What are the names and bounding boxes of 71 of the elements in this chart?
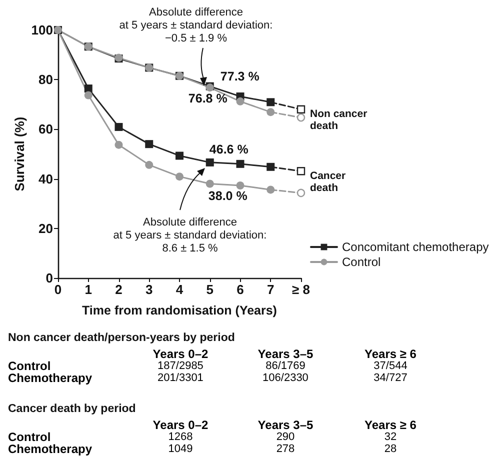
y-tick-label: 60 <box>38 122 53 137</box>
point <box>206 158 214 166</box>
point <box>236 182 244 190</box>
x-tick-label: 6 <box>236 282 244 297</box>
y-tick-label: 20 <box>38 220 53 236</box>
point <box>296 167 306 176</box>
point <box>296 113 306 122</box>
y-tick-label: 100 <box>31 22 53 38</box>
point <box>176 152 184 160</box>
text: 1049 <box>168 443 193 455</box>
data-label: 76.8 % <box>188 92 228 106</box>
point <box>266 186 275 194</box>
point <box>176 172 184 181</box>
point <box>236 97 244 106</box>
y-tick-label: 80 <box>38 72 53 88</box>
point <box>296 188 306 198</box>
point <box>266 162 275 171</box>
category-label: Chemotherapy <box>8 442 92 456</box>
category-label: Years 3–5 <box>256 347 314 361</box>
point <box>84 84 92 93</box>
text: 34/727 <box>374 372 408 384</box>
point <box>296 105 306 114</box>
category-label: Years 3–5 <box>256 418 314 432</box>
text: 290 <box>276 431 295 443</box>
point <box>84 91 92 100</box>
text: 278 <box>276 443 295 455</box>
text: Non cancer death/person-years by period <box>8 332 236 344</box>
category-label: Control <box>8 359 51 373</box>
annotation: Absolute difference at 5 years ± standard deviation: −0.5 ± 1.9 % <box>119 6 273 44</box>
y-axis-title: Survival (%) <box>12 116 27 192</box>
text: 28 <box>384 443 397 455</box>
text: 201/3301 <box>158 372 204 384</box>
point <box>266 98 275 106</box>
point <box>236 160 244 168</box>
x-tick-label: 5 <box>206 282 214 297</box>
point <box>145 160 154 169</box>
x-tick-label: 7 <box>267 282 274 297</box>
category-label: Years 0–2 <box>152 418 210 432</box>
text: Cancer death <box>310 170 346 194</box>
text: 106/2330 <box>262 372 308 384</box>
point <box>206 180 214 188</box>
category-label: Years ≥ 6 <box>364 418 418 432</box>
text: 32 <box>384 431 397 443</box>
x-tick-label: 4 <box>176 282 184 297</box>
category-label: Control <box>8 430 51 444</box>
x-axis-title: Time from randomisation (Years) <box>82 304 277 318</box>
category-label: Chemotherapy <box>8 371 92 385</box>
legend-label: Concomitant chemotherapy <box>342 240 489 254</box>
category-label: Years ≥ 6 <box>364 347 418 361</box>
category-label: Years 0–2 <box>152 347 210 361</box>
point <box>114 140 123 149</box>
point <box>114 122 123 131</box>
y-tick-label: 40 <box>38 171 53 186</box>
data-label: 77.3 % <box>220 69 260 84</box>
text: 187/2985 <box>158 360 204 372</box>
x-tick-label: 1 <box>84 282 92 297</box>
x-tick-label: 2 <box>115 282 122 297</box>
point <box>145 140 154 148</box>
data-label: 38.0 % <box>208 188 248 203</box>
x-tick-label: 3 <box>146 282 153 297</box>
text: Non cancer death <box>310 108 368 132</box>
text: 37/544 <box>374 360 408 372</box>
point <box>266 108 275 116</box>
legend-label: Control <box>342 255 381 269</box>
y-tick-label: 0 <box>46 270 53 286</box>
text: Cancer death by period <box>8 403 137 415</box>
data-label: 46.6 % <box>209 142 248 156</box>
text: 86/1769 <box>266 360 306 372</box>
text: 1268 <box>168 431 193 443</box>
annotation: Absolute difference at 5 years ± standard deviation: 8.6 ± 1.5 % <box>113 216 267 254</box>
x-tick-label: ≥ 8 <box>292 282 310 297</box>
